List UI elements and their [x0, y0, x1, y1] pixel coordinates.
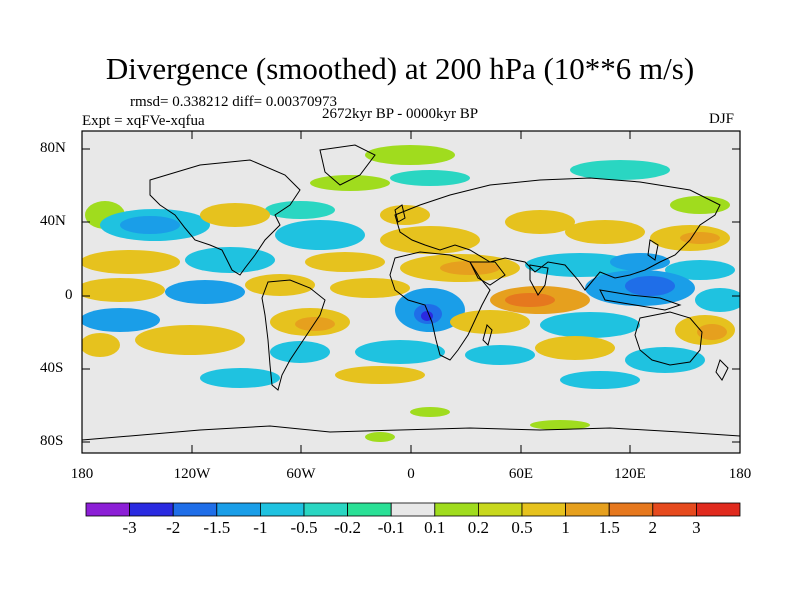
lon-label-180w: 180 [70, 466, 94, 482]
coastlines [82, 144, 740, 441]
colorbar-swatch [347, 502, 392, 517]
colorbar-swatch [390, 502, 436, 517]
colorbar-swatch [521, 502, 566, 517]
lat-label-40n: 40N [40, 213, 66, 229]
colorbar-swatch [129, 502, 174, 517]
colorbar-label: 3 [692, 518, 701, 537]
colorbar-swatch [85, 502, 130, 517]
colorbar-label: 1.5 [598, 518, 620, 537]
colorbar-swatch [172, 502, 218, 517]
colorbar-label: -0.5 [290, 518, 318, 537]
colorbar-label: -2 [166, 518, 181, 537]
experiment-label: Expt = xqFVe-xqfua [82, 113, 205, 129]
colorbar-label: -1.5 [203, 518, 231, 537]
lat-label-80s: 80S [40, 433, 64, 449]
time-period-label: 2672kyr BP - 0000kyr BP [322, 106, 479, 122]
colorbar [85, 502, 741, 517]
rmsd-diff-stats: rmsd= 0.338212 diff= 0.00370973 [130, 94, 338, 110]
colorbar-swatch [652, 502, 697, 517]
colorbar-swatch [434, 502, 479, 517]
colorbar-label: -0.1 [377, 518, 405, 537]
colorbar-swatch [259, 502, 305, 517]
colorbar-swatch [477, 502, 523, 517]
lon-label-0: 0 [407, 466, 415, 482]
lon-label-60e: 60E [508, 466, 534, 482]
colorbar-swatch [696, 502, 741, 517]
divergence-field [82, 145, 740, 442]
colorbar-swatch [303, 502, 348, 517]
colorbar-label: 1 [561, 518, 570, 537]
colorbar-label: -0.2 [334, 518, 362, 537]
colorbar-swatch [608, 502, 654, 517]
lat-label-0: 0 [65, 287, 73, 303]
lon-label-180e: 180 [728, 466, 752, 482]
colorbar-label: 2 [648, 518, 658, 537]
lat-label-40s: 40S [40, 360, 64, 376]
axis-ticks [82, 131, 740, 453]
colorbar-label: 0.5 [511, 518, 533, 537]
colorbar-label: 0.1 [424, 518, 446, 537]
colorbar-swatch [216, 502, 261, 517]
lon-label-60w: 60W [286, 466, 316, 482]
lat-label-80n: 80N [40, 140, 66, 156]
lon-label-120w: 120W [173, 466, 211, 482]
colorbar-label: -1 [253, 518, 268, 537]
colorbar-swatch [565, 502, 610, 517]
lon-label-120e: 120E [614, 466, 646, 482]
plot-title: Divergence (smoothed) at 200 hPa (10**6 … [105, 51, 695, 86]
colorbar-label: -3 [122, 518, 137, 537]
season-label: DJF [709, 111, 735, 127]
colorbar-label: 0.2 [467, 518, 490, 537]
